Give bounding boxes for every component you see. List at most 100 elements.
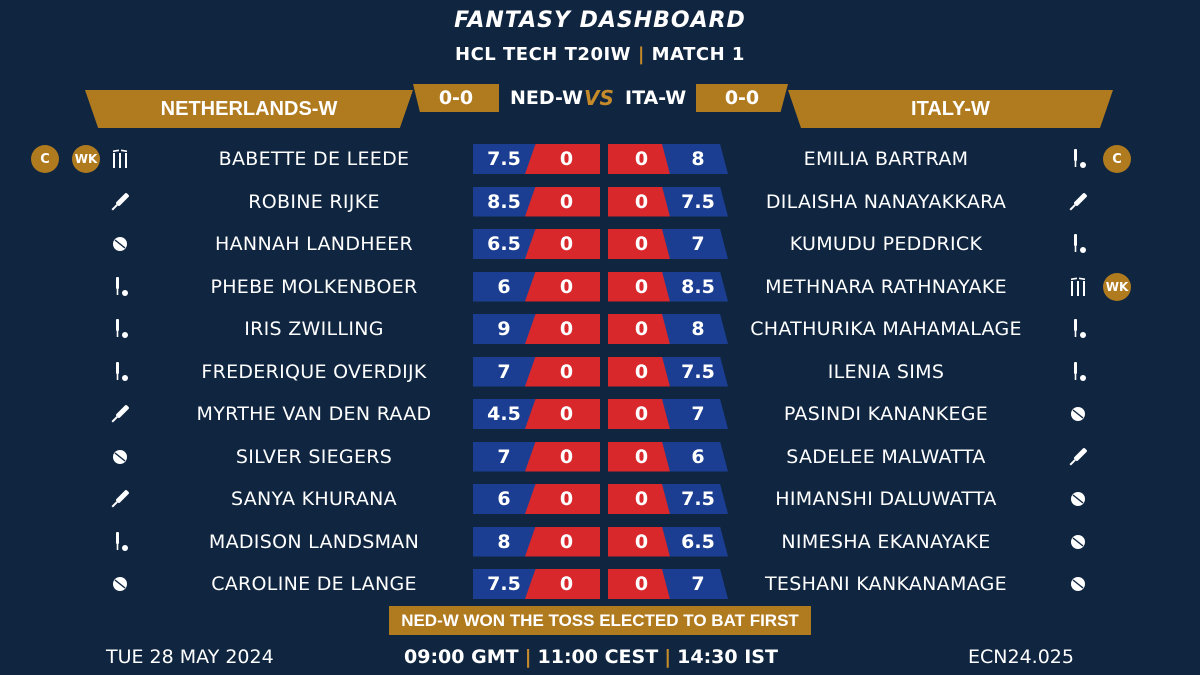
time-ist: 14:30 IST [677,646,778,668]
team-right-banner: ITALY-W [788,90,1113,128]
bowler-icon [1064,400,1092,428]
player-name-left: HANNAH LANDHEER [215,233,413,255]
player-row: MADISON LANDSMAN 8 0 0 6.5 NIMESHA EKANAYAKE [0,524,1200,560]
all-rounder-icon [1064,230,1092,258]
time-gmt: 09:00 GMT [404,646,519,668]
credit-left: 6 [473,484,535,514]
credit-left: 6 [473,271,535,302]
credit-right: 7 [662,399,728,429]
player-name-left: ROBINE RIJKE [248,190,380,213]
player-row: IRIS ZWILLING 9 0 0 8 CHATHURIKA MAHAMALAGE [0,311,1200,347]
bowler-icon [1064,570,1092,598]
team-left-banner: NETHERLANDS-W [85,90,413,128]
batter-icon [1064,188,1092,216]
match-date: TUE 28 MAY 2024 [106,646,274,668]
team-right-score: 0-0 [696,84,788,112]
points-left: 0 [525,441,600,472]
credit-left: 7.5 [473,569,535,599]
all-rounder-icon [106,528,134,556]
player-name-left: MYRTHE VAN DEN RAAD [196,403,432,425]
bowler-icon [1064,485,1092,513]
credit-left: 8.5 [473,186,535,217]
credit-left: 6.5 [473,229,535,259]
bowler-icon [106,443,134,471]
player-row: PHEBE MOLKENBOER 6 0 0 8.5 METHNARA RATHNAYAK… [0,269,1200,305]
keeper-badge: WK [72,145,100,173]
credit-left: 7 [473,356,535,387]
batter-icon [1064,443,1092,471]
player-name-right: DILAISHA NANAYAKKARA [765,190,1007,213]
points-left: 0 [525,314,600,344]
points-left: 0 [525,144,600,174]
player-row: SANYA KHURANA 6 0 0 7.5 HIMANSHI DALUWATTA [0,481,1200,517]
toss-banner: NED-W WON THE TOSS ELECTED TO BAT FIRST [389,606,811,635]
match-code: ECN24.025 [968,646,1074,668]
vs-icon: VS [584,86,614,110]
credit-right: 7.5 [662,186,728,217]
player-name-right: EMILIA BARTRAM [803,148,969,170]
player-row: CAROLINE DE LANGE 7.5 0 0 7 TESHANI KANKANAMA… [0,566,1200,602]
points-left: 0 [525,484,600,514]
player-row: FREDERIQUE OVERDIJK 7 0 0 7.5 ILENIA SIMS [0,354,1200,390]
points-left: 0 [525,569,600,599]
credit-left: 7 [473,441,535,472]
points-left: 0 [525,356,600,387]
team-right-abbr: ITA-W [625,87,687,109]
credit-right: 7.5 [662,356,728,387]
team-left-score: 0-0 [413,84,499,112]
player-name-left: MADISON LANDSMAN [208,530,420,553]
player-name-right: HIMANSHI DALUWATTA [775,488,997,510]
player-name-right: METHNARA RATHNAYAKE [765,275,1007,298]
credit-right: 7.5 [662,484,728,514]
all-rounder-icon [106,273,134,301]
batter-icon [106,485,134,513]
player-name-left: SANYA KHURANA [231,488,397,510]
bowler-icon [106,230,134,258]
points-left: 0 [525,399,600,429]
player-name-left: IRIS ZWILLING [244,318,384,340]
credit-left: 9 [473,314,535,344]
time-separator: | [524,646,532,668]
match-number: MATCH 1 [651,44,745,65]
player-name-right: NIMESHA EKANAYAKE [781,530,991,553]
player-name-right: PASINDI KANANKEGE [783,403,989,425]
points-left: 0 [525,229,600,259]
time-cest: 11:00 CEST [537,646,659,668]
all-rounder-icon [106,315,134,343]
wicket-keeper-icon [1064,273,1092,301]
all-rounder-icon [1064,315,1092,343]
subtitle-separator: | [637,44,645,65]
player-name-right: TESHANI KANKANAMAGE [765,573,1007,595]
dashboard-title: FANTASY DASHBOARD [454,8,746,33]
credit-right: 6.5 [662,526,728,557]
captain-badge: C [31,145,59,173]
wicket-keeper-icon [106,145,134,173]
keeper-badge: WK [1103,272,1131,301]
player-row: MYRTHE VAN DEN RAAD 4.5 0 0 7 PASINDI KANANKE… [0,396,1200,432]
credit-right: 8 [662,314,728,344]
player-name-right: SADELEE MALWATTA [786,445,986,468]
player-name-left: BABETTE DE LEEDE [218,148,410,170]
player-row: C WK BABETTE DE LEEDE 7.5 0 0 8 EMILIA BARTRAM C [0,141,1200,177]
credit-right: 7 [662,229,728,259]
player-row: ROBINE RIJKE 8.5 0 0 7.5 DILAISHA NANAYAKKARA [0,184,1200,220]
player-name-right: CHATHURIKA MAHAMALAGE [750,318,1022,340]
credit-right: 8 [662,144,728,174]
points-left: 0 [525,186,600,217]
player-name-right: KUMUDU PEDDRICK [789,233,983,255]
player-name-left: FREDERIQUE OVERDIJK [201,360,427,383]
credit-left: 7.5 [473,144,535,174]
player-row: SILVER SIEGERS 7 0 0 6 SADELEE MALWATTA [0,439,1200,475]
match-subtitle: HCL TECH T20IW | MATCH 1 [0,44,1200,65]
team-left-abbr: NED-W [510,87,583,109]
captain-badge: C [1103,145,1131,173]
all-rounder-icon [1064,145,1092,173]
all-rounder-icon [1064,358,1092,386]
player-name-left: SILVER SIEGERS [235,445,393,468]
match-times: 09:00 GMT | 11:00 CEST | 14:30 IST [404,644,778,670]
player-name-right: ILENIA SIMS [827,360,945,383]
player-name-left: PHEBE MOLKENBOER [210,275,418,298]
credit-left: 4.5 [473,399,535,429]
player-row: HANNAH LANDHEER 6.5 0 0 7 KUMUDU PEDDRICK [0,226,1200,262]
bowler-icon [106,570,134,598]
